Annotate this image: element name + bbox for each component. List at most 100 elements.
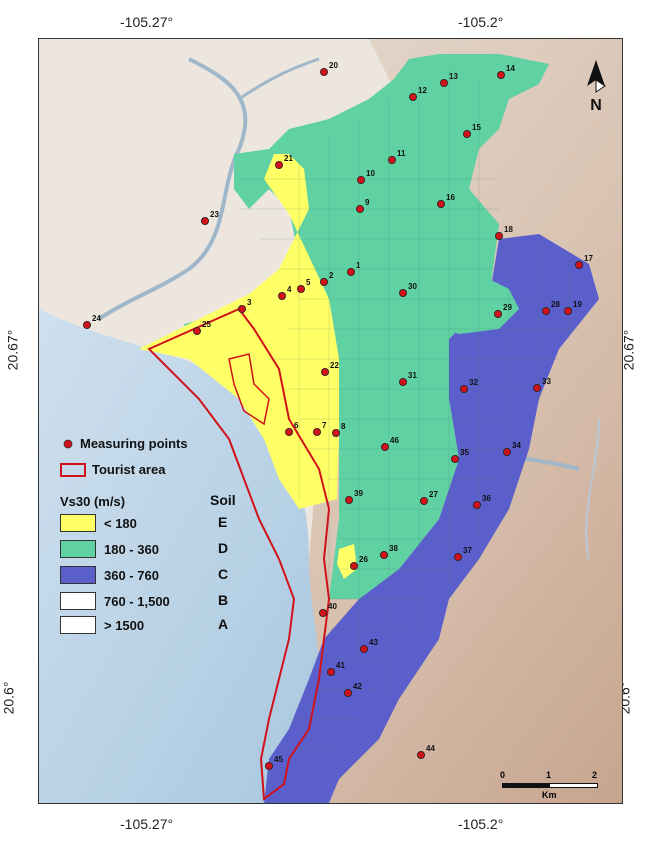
measuring-point-45[interactable] xyxy=(264,762,273,771)
measuring-point-label-23: 23 xyxy=(210,210,219,219)
zone-c-east xyxy=(264,234,599,803)
measuring-point-29[interactable] xyxy=(493,309,502,318)
measuring-point-label-12: 12 xyxy=(418,86,427,95)
measuring-point-label-11: 11 xyxy=(397,149,406,158)
measuring-point-25[interactable] xyxy=(192,326,201,335)
measuring-point-label-14: 14 xyxy=(506,64,515,73)
measuring-point-22[interactable] xyxy=(320,367,329,376)
measuring-point-13[interactable] xyxy=(439,79,448,88)
measuring-point-5[interactable] xyxy=(296,284,305,293)
measuring-point-label-2: 2 xyxy=(329,271,334,280)
measuring-point-39[interactable] xyxy=(344,495,353,504)
measuring-point-17[interactable] xyxy=(575,260,584,269)
coord-top-left: -105.27° xyxy=(120,14,174,30)
measuring-point-label-15: 15 xyxy=(472,123,481,132)
measuring-point-2[interactable] xyxy=(319,277,328,286)
measuring-point-label-19: 19 xyxy=(573,300,582,309)
measuring-point-41[interactable] xyxy=(326,668,335,677)
measuring-point-38[interactable] xyxy=(379,551,388,560)
soil-e: E xyxy=(218,514,228,530)
measuring-point-label-32: 32 xyxy=(469,378,478,387)
measuring-point-label-45: 45 xyxy=(274,755,283,764)
soil-c: C xyxy=(218,566,229,582)
measuring-point-label-5: 5 xyxy=(306,278,311,287)
measuring-point-23[interactable] xyxy=(200,216,209,225)
measuring-point-32[interactable] xyxy=(459,384,468,393)
range-c: 360 - 760 xyxy=(104,567,159,583)
measuring-point-label-31: 31 xyxy=(408,371,417,380)
legend-class-b: 760 - 1,500 xyxy=(60,592,170,610)
measuring-point-label-46: 46 xyxy=(390,436,399,445)
measuring-point-36[interactable] xyxy=(472,500,481,509)
measuring-point-label-10: 10 xyxy=(366,169,375,178)
measuring-point-33[interactable] xyxy=(532,383,541,392)
legend-measuring-points-label: Measuring points xyxy=(80,436,188,451)
range-b: 760 - 1,500 xyxy=(104,593,170,609)
scale-tick-2: 2 xyxy=(592,770,598,780)
measuring-point-26[interactable] xyxy=(349,562,358,571)
measuring-point-27[interactable] xyxy=(419,496,428,505)
measuring-point-15[interactable] xyxy=(462,130,471,139)
measuring-point-7[interactable] xyxy=(312,427,321,436)
legend-vs30-title: Vs30 (m/s) xyxy=(60,494,125,509)
swatch-b xyxy=(60,592,96,610)
tourist-area-marina xyxy=(228,353,270,426)
legend-class-a: > 1500 xyxy=(60,616,144,634)
measuring-point-icon xyxy=(63,439,73,448)
map-frame[interactable]: 1 2 3 4 5 6 7 8 9 10 11 12 13 14 15 16 17 18 19 20 21 22 23 24 2… xyxy=(38,38,623,804)
measuring-point-label-33: 33 xyxy=(542,377,551,386)
measuring-point-30[interactable] xyxy=(398,288,407,297)
measuring-point-21[interactable] xyxy=(274,161,283,170)
coord-bottom-left: -105.27° xyxy=(120,816,174,832)
measuring-point-40[interactable] xyxy=(318,609,327,618)
measuring-point-label-21: 21 xyxy=(284,154,293,163)
measuring-point-label-37: 37 xyxy=(463,546,472,555)
measuring-point-label-25: 25 xyxy=(202,320,211,329)
measuring-point-label-30: 30 xyxy=(408,282,417,291)
measuring-point-label-3: 3 xyxy=(247,298,252,307)
measuring-point-label-41: 41 xyxy=(336,661,345,670)
measuring-point-44[interactable] xyxy=(416,751,425,760)
measuring-point-34[interactable] xyxy=(502,447,511,456)
measuring-point-8[interactable] xyxy=(331,428,340,437)
measuring-point-16[interactable] xyxy=(436,199,445,208)
range-d: 180 - 360 xyxy=(104,541,159,557)
measuring-point-3[interactable] xyxy=(237,304,246,313)
measuring-point-46[interactable] xyxy=(380,442,389,451)
measuring-point-12[interactable] xyxy=(408,93,417,102)
measuring-point-1[interactable] xyxy=(346,267,355,276)
measuring-point-42[interactable] xyxy=(343,689,352,698)
measuring-point-18[interactable] xyxy=(494,231,503,240)
zone-d-central xyxy=(234,54,549,599)
measuring-point-10[interactable] xyxy=(356,175,365,184)
vs30-title: Vs30 (m/s) xyxy=(60,494,126,509)
measuring-point-35[interactable] xyxy=(450,454,459,463)
measuring-point-4[interactable] xyxy=(277,291,286,300)
scale-tick-0: 0 xyxy=(500,770,506,780)
zone-e-patch xyxy=(337,544,357,579)
measuring-point-label-20: 20 xyxy=(329,61,338,70)
legend-tourist-area-label: Tourist area xyxy=(92,462,166,477)
measuring-point-14[interactable] xyxy=(496,71,505,80)
measuring-point-31[interactable] xyxy=(398,377,407,386)
legend-class-d: 180 - 360 xyxy=(60,540,159,558)
measuring-point-19[interactable] xyxy=(564,306,573,315)
measuring-point-label-27: 27 xyxy=(429,490,438,499)
measuring-point-20[interactable] xyxy=(319,67,328,76)
legend-soil-title: Soil xyxy=(210,492,236,508)
measuring-point-6[interactable] xyxy=(284,427,293,436)
measuring-point-label-7: 7 xyxy=(322,421,327,430)
tourist-area-swatch xyxy=(60,462,86,477)
measuring-point-9[interactable] xyxy=(355,204,364,213)
measuring-point-11[interactable] xyxy=(387,156,396,165)
north-label: N xyxy=(590,97,602,114)
measuring-point-label-28: 28 xyxy=(551,300,560,309)
measuring-point-28[interactable] xyxy=(541,306,550,315)
measuring-point-37[interactable] xyxy=(453,553,462,562)
measuring-point-label-9: 9 xyxy=(365,198,370,207)
measuring-point-24[interactable] xyxy=(83,320,92,329)
measuring-point-label-29: 29 xyxy=(503,303,512,312)
measuring-point-43[interactable] xyxy=(359,645,368,654)
